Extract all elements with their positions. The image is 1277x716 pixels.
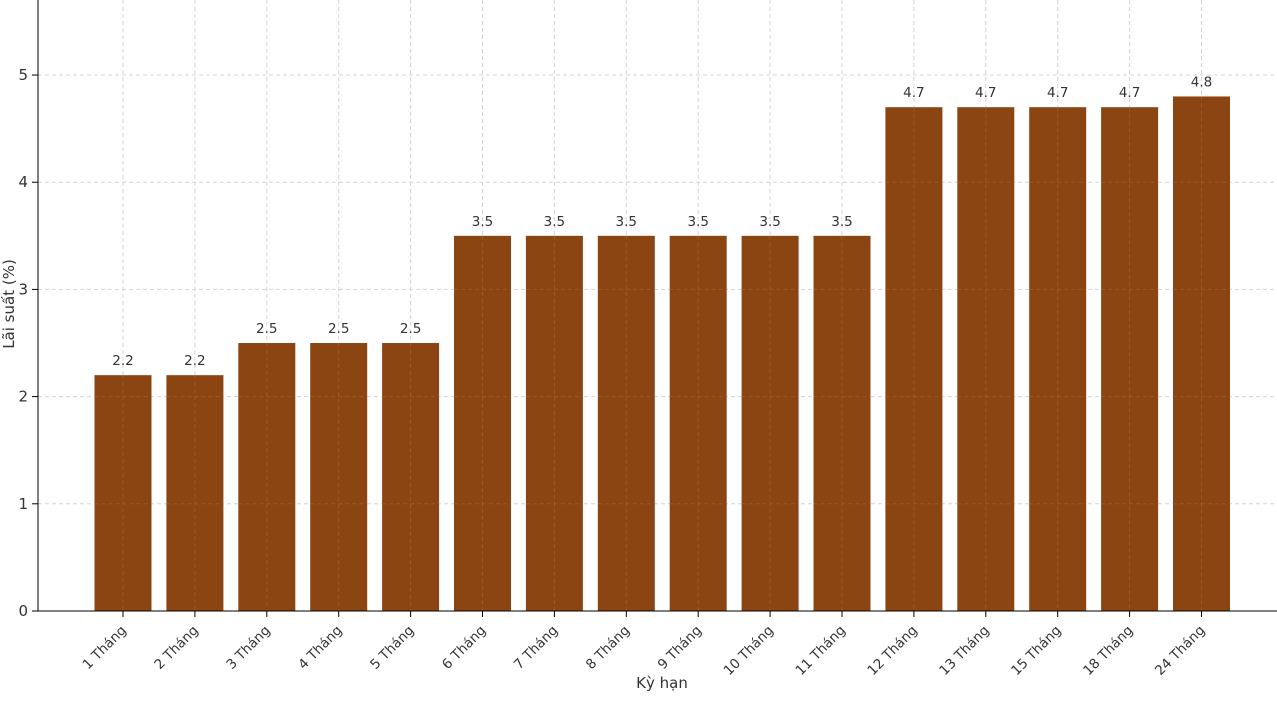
x-tick-label: 4 Tháng [295, 623, 345, 673]
grid [38, 0, 1277, 611]
bar-9-th-ng [669, 235, 727, 611]
y-tick-labels: 0 1 2 3 4 5 [18, 66, 38, 620]
x-tick-label: 12 Tháng [864, 623, 920, 679]
data-label: 3.5 [544, 214, 565, 230]
bar-10-th-ng [741, 235, 799, 611]
data-label: 4.8 [1191, 74, 1212, 90]
bar-24-th-ng [1173, 96, 1230, 611]
data-labels: 2.2 2.2 2.5 2.5 2.5 3.5 3.5 3.5 3.5 3.5 3.5 4.7 4.7 4… [112, 74, 1212, 369]
data-label: 3.5 [687, 214, 708, 230]
data-label: 3.5 [616, 214, 637, 230]
data-label: 4.7 [975, 85, 996, 101]
data-label: 4.7 [1119, 85, 1140, 101]
bar-12-th-ng [885, 107, 943, 611]
y-tick-label: 3 [18, 280, 28, 298]
y-tick-label: 5 [18, 66, 28, 84]
x-tick-label: 3 Tháng [223, 623, 273, 673]
data-label: 2.5 [328, 321, 349, 337]
x-tick-labels: 1 Tháng 2 Tháng 3 Tháng 4 Tháng 5 Tháng 6 Thá… [80, 611, 1208, 679]
bar-18-th-ng [1101, 107, 1159, 611]
data-label: 4.7 [1047, 85, 1068, 101]
x-tick-label: 8 Tháng [583, 623, 633, 673]
x-axis-title: Kỳ hạn [636, 674, 688, 692]
y-tick-label: 4 [18, 173, 28, 191]
bar-5-th-ng [382, 343, 440, 611]
x-tick-label: 1 Tháng [80, 623, 130, 673]
x-tick-label: 18 Tháng [1080, 623, 1136, 679]
bar-13-th-ng [957, 107, 1015, 611]
bars [94, 96, 1230, 611]
y-tick-label: 0 [18, 602, 28, 620]
bar-4-th-ng [310, 343, 368, 611]
data-label: 2.2 [184, 353, 205, 369]
x-tick-label: 11 Tháng [792, 623, 848, 679]
axes [37, 0, 1277, 612]
y-tick-label: 1 [18, 495, 28, 513]
x-tick-label: 24 Tháng [1152, 623, 1208, 679]
x-tick-label: 9 Tháng [655, 623, 705, 673]
x-tick-label: 13 Tháng [936, 623, 992, 679]
data-label: 2.5 [256, 321, 277, 337]
x-tick-label: 10 Tháng [721, 623, 777, 679]
y-tick-label: 2 [18, 388, 28, 406]
data-label: 3.5 [759, 214, 780, 230]
data-label: 4.7 [903, 85, 924, 101]
bar-2-th-ng [166, 375, 224, 611]
data-label: 2.2 [112, 353, 133, 369]
x-tick-label: 2 Tháng [151, 623, 201, 673]
data-label: 2.5 [400, 321, 421, 337]
bar-7-th-ng [525, 235, 583, 611]
bar-15-th-ng [1029, 107, 1087, 611]
bar-6-th-ng [454, 235, 511, 611]
bar-8-th-ng [597, 235, 655, 611]
x-tick-label: 5 Tháng [367, 623, 417, 673]
x-tick-label: 6 Tháng [439, 623, 489, 673]
bar-3-th-ng [238, 343, 296, 611]
bar-11-th-ng [813, 235, 871, 611]
y-axis-title: Lãi suất (%) [0, 259, 18, 349]
bar-1-th-ng [94, 375, 152, 611]
data-label: 3.5 [472, 214, 493, 230]
x-tick-label: 15 Tháng [1008, 623, 1064, 679]
data-label: 3.5 [831, 214, 852, 230]
x-tick-label: 7 Tháng [511, 623, 561, 673]
